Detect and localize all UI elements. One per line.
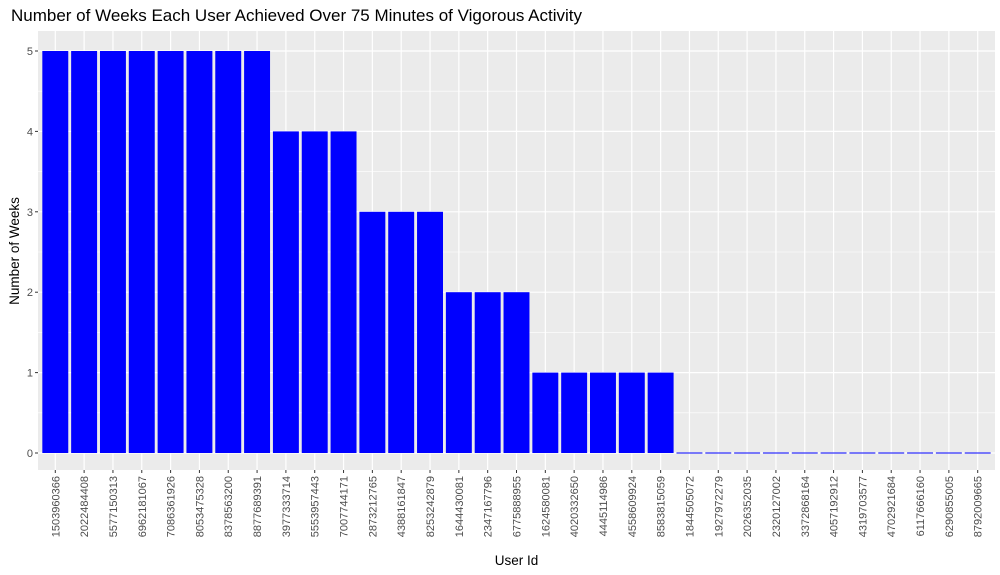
bar bbox=[791, 452, 818, 454]
bar bbox=[445, 292, 472, 453]
bars bbox=[42, 51, 991, 454]
bar bbox=[474, 292, 501, 453]
chart-title: Number of Weeks Each User Achieved Over … bbox=[11, 6, 583, 25]
bar bbox=[272, 131, 299, 453]
bar bbox=[359, 211, 386, 453]
bar bbox=[503, 292, 530, 453]
x-tick-label: 6775888955 bbox=[512, 476, 524, 537]
bar bbox=[157, 51, 184, 453]
x-tick-label: 1844505072 bbox=[684, 476, 696, 537]
x-axis-title: User Id bbox=[495, 553, 539, 568]
x-tick-label: 1927972279 bbox=[713, 476, 725, 537]
x-tick-label: 5577150313 bbox=[108, 476, 120, 537]
x-tick-label: 3372868164 bbox=[800, 476, 812, 537]
x-tick-label: 8877689391 bbox=[252, 476, 264, 537]
bar bbox=[647, 372, 674, 453]
x-tick-label: 7007744171 bbox=[339, 476, 351, 537]
x-tick-label: 4558609924 bbox=[627, 476, 639, 537]
bar bbox=[532, 372, 559, 453]
x-axis: 1503960366 2022484408 5577150313 6962181067… bbox=[50, 470, 985, 537]
x-tick-label: 2320127002 bbox=[771, 476, 783, 537]
bar bbox=[561, 372, 588, 453]
x-tick-label: 8253242879 bbox=[425, 476, 437, 537]
x-tick-label: 4020332650 bbox=[569, 476, 581, 537]
y-tick-label: 2 bbox=[27, 287, 33, 299]
bar bbox=[705, 452, 732, 454]
x-tick-label: 8792009665 bbox=[973, 476, 985, 537]
x-tick-label: 8378563200 bbox=[223, 476, 235, 537]
x-tick-label: 3977333714 bbox=[281, 476, 293, 537]
y-tick-label: 1 bbox=[27, 368, 33, 380]
bar bbox=[42, 51, 69, 453]
x-tick-label: 4702921684 bbox=[886, 476, 898, 537]
bar bbox=[244, 51, 271, 453]
bar bbox=[820, 452, 847, 454]
x-tick-label: 2022484408 bbox=[79, 476, 91, 537]
y-tick-label: 3 bbox=[27, 207, 33, 219]
x-tick-label: 2347167796 bbox=[483, 476, 495, 537]
bar bbox=[71, 51, 98, 453]
bar bbox=[618, 372, 645, 453]
bar bbox=[849, 452, 876, 454]
bar bbox=[590, 372, 616, 453]
x-tick-label: 8053475328 bbox=[194, 476, 206, 537]
y-axis-title: Number of Weeks bbox=[7, 197, 22, 305]
bar bbox=[215, 51, 242, 453]
x-tick-label: 4057192912 bbox=[829, 476, 841, 537]
x-tick-label: 2026352035 bbox=[742, 476, 754, 537]
bar bbox=[762, 452, 789, 454]
x-tick-label: 1644430081 bbox=[454, 476, 466, 537]
x-tick-label: 1503960366 bbox=[50, 476, 62, 537]
bar bbox=[878, 452, 905, 454]
x-tick-label: 4388161847 bbox=[396, 476, 408, 537]
bar bbox=[186, 51, 213, 453]
x-tick-label: 6117666160 bbox=[915, 476, 927, 536]
bar bbox=[417, 211, 443, 453]
x-tick-label: 4445114986 bbox=[598, 476, 610, 536]
bar bbox=[935, 452, 962, 454]
bar bbox=[128, 51, 155, 453]
x-tick-label: 6962181067 bbox=[137, 476, 149, 537]
x-tick-label: 8583815059 bbox=[656, 476, 668, 537]
bar bbox=[907, 452, 934, 454]
y-tick-label: 5 bbox=[27, 46, 33, 58]
y-axis: 0 1 2 3 4 5 bbox=[27, 46, 38, 460]
x-tick-label: 4319703577 bbox=[857, 476, 869, 537]
bar bbox=[964, 452, 991, 454]
bar bbox=[388, 211, 415, 453]
bar bbox=[301, 131, 328, 453]
x-tick-label: 7086361926 bbox=[166, 476, 178, 537]
x-tick-label: 6290855005 bbox=[944, 476, 956, 537]
bar bbox=[330, 131, 357, 453]
y-tick-label: 4 bbox=[27, 126, 33, 138]
x-tick-label: 2873212765 bbox=[367, 476, 379, 537]
bar bbox=[734, 452, 761, 454]
x-tick-label: 5553957443 bbox=[310, 476, 322, 537]
x-tick-label: 1624580081 bbox=[540, 476, 552, 537]
bar bbox=[99, 51, 126, 453]
bar bbox=[676, 452, 703, 454]
y-tick-label: 0 bbox=[27, 448, 33, 460]
